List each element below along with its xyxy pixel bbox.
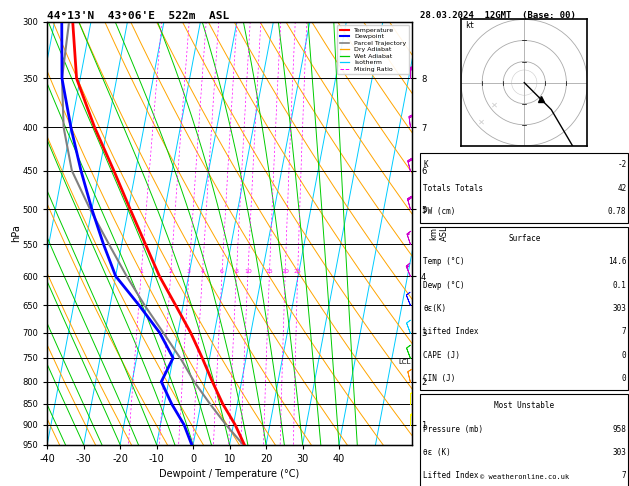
- Text: 15: 15: [265, 269, 273, 274]
- Text: 6: 6: [220, 269, 224, 274]
- Text: 0.78: 0.78: [608, 207, 626, 216]
- Text: 44°13'N  43°06'E  522m  ASL: 44°13'N 43°06'E 522m ASL: [47, 11, 230, 21]
- Text: 4: 4: [200, 269, 204, 274]
- Text: Temp (°C): Temp (°C): [423, 258, 465, 266]
- Text: ✕: ✕: [478, 118, 485, 127]
- Text: 7: 7: [622, 471, 626, 480]
- Text: 7: 7: [622, 328, 626, 336]
- Text: K: K: [423, 160, 428, 169]
- Text: 0.1: 0.1: [613, 281, 626, 290]
- Text: 42: 42: [617, 184, 626, 192]
- Y-axis label: hPa: hPa: [11, 225, 21, 242]
- Text: Lifted Index: Lifted Index: [423, 328, 479, 336]
- Text: 958: 958: [613, 425, 626, 434]
- Text: 28.03.2024  12GMT  (Base: 00): 28.03.2024 12GMT (Base: 00): [420, 11, 576, 20]
- Text: θε(K): θε(K): [423, 304, 447, 313]
- Text: Surface: Surface: [508, 234, 540, 243]
- Text: 20: 20: [281, 269, 289, 274]
- Text: 303: 303: [613, 448, 626, 457]
- Text: 2: 2: [169, 269, 172, 274]
- Text: Dewp (°C): Dewp (°C): [423, 281, 465, 290]
- Y-axis label: km
ASL: km ASL: [429, 226, 448, 241]
- Text: 14.6: 14.6: [608, 258, 626, 266]
- Text: ✕: ✕: [491, 101, 498, 110]
- Text: 0: 0: [622, 374, 626, 383]
- Text: CAPE (J): CAPE (J): [423, 351, 460, 360]
- Text: Pressure (mb): Pressure (mb): [423, 425, 484, 434]
- Text: CIN (J): CIN (J): [423, 374, 455, 383]
- Text: 303: 303: [613, 304, 626, 313]
- Text: -2: -2: [617, 160, 626, 169]
- Text: 0: 0: [622, 351, 626, 360]
- Text: 25: 25: [294, 269, 301, 274]
- Text: LCL: LCL: [399, 359, 411, 365]
- Text: Most Unstable: Most Unstable: [494, 401, 554, 410]
- Text: 8: 8: [235, 269, 238, 274]
- Text: Lifted Index: Lifted Index: [423, 471, 479, 480]
- Text: kt: kt: [465, 21, 474, 30]
- Text: © weatheronline.co.uk: © weatheronline.co.uk: [480, 474, 569, 480]
- Text: θε (K): θε (K): [423, 448, 451, 457]
- Text: 3: 3: [187, 269, 191, 274]
- Text: 10: 10: [244, 269, 252, 274]
- Text: Totals Totals: Totals Totals: [423, 184, 484, 192]
- Text: PW (cm): PW (cm): [423, 207, 455, 216]
- Text: 1: 1: [139, 269, 143, 274]
- X-axis label: Dewpoint / Temperature (°C): Dewpoint / Temperature (°C): [160, 469, 299, 479]
- Legend: Temperature, Dewpoint, Parcel Trajectory, Dry Adiabat, Wet Adiabat, Isotherm, Mi: Temperature, Dewpoint, Parcel Trajectory…: [337, 25, 409, 74]
